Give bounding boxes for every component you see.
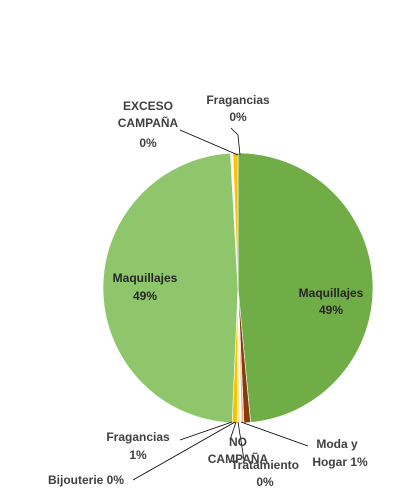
- leader-lines: [132, 127, 309, 481]
- label-maquillajes-left-name: Maquillajes: [113, 271, 178, 285]
- leader-no-campana: [229, 421, 237, 441]
- label-maquillajes-left-pct: 49%: [133, 289, 157, 303]
- label-exceso-line2: CAMPAÑA: [118, 115, 179, 130]
- label-maquillajes-right-pct: 49%: [319, 303, 343, 317]
- label-moda-line2: Hogar 1%: [312, 455, 368, 469]
- label-fragancias-bottom-pct: 1%: [129, 448, 147, 462]
- leader-bijouterie: [132, 421, 236, 481]
- label-tratamiento-name: Tratamiento: [231, 458, 299, 472]
- label-exceso-pct: 0%: [139, 136, 157, 150]
- label-fragancias-top-pct: 0%: [229, 110, 247, 124]
- data-labels: Maquillajes 49% Maquillajes 49% Fraganci…: [48, 93, 368, 489]
- leader-fragancias-top: [230, 127, 241, 156]
- label-no-campana-line1: NO: [229, 435, 247, 449]
- label-bijouterie: Bijouterie 0%: [48, 473, 124, 487]
- leader-tratamiento: [237, 421, 245, 461]
- label-tratamiento-pct: 0%: [256, 475, 274, 489]
- label-exceso-line1: EXCESO: [123, 99, 173, 113]
- leader-exceso: [179, 129, 239, 156]
- label-fragancias-bottom-name: Fragancias: [106, 430, 170, 444]
- label-moda-line1: Moda y: [316, 437, 358, 451]
- leader-moda: [240, 421, 309, 447]
- leader-fragancias-bottom: [179, 421, 233, 441]
- label-maquillajes-right-name: Maquillajes: [299, 286, 364, 300]
- pie-slice-maquillajes-6: [102, 152, 239, 424]
- label-fragancias-top-name: Fragancias: [206, 93, 270, 107]
- label-no-campana-line2: CAMPAÑA: [208, 451, 269, 466]
- pie-slices: [102, 152, 374, 424]
- pie-slice-maquillajes-0: [237, 152, 374, 423]
